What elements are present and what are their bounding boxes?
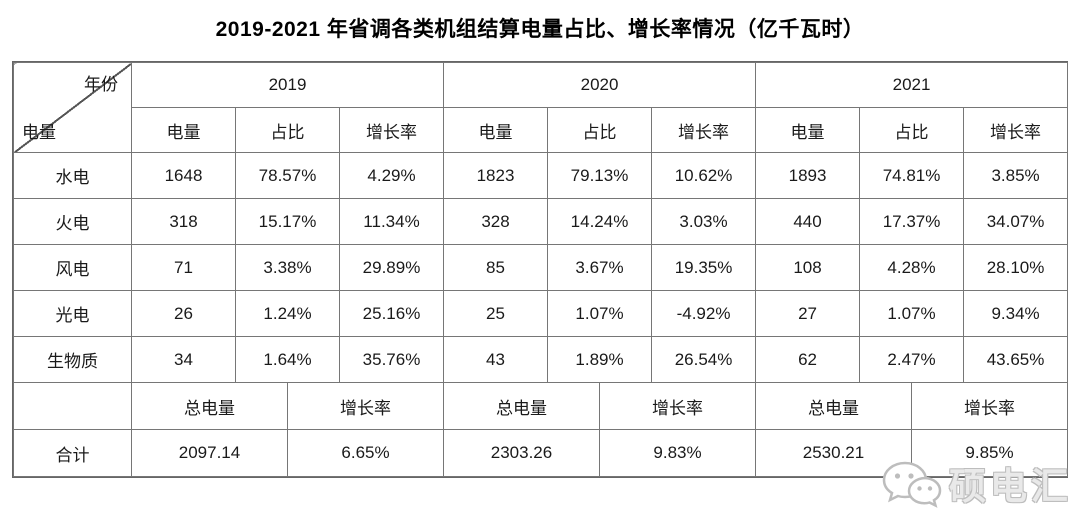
- cell: 4.28%: [859, 244, 965, 291]
- sub-header-row: 电量 占比 增长率 电量 占比 增长率 电量 占比 增长率: [14, 107, 1069, 153]
- col-header: 占比: [547, 107, 653, 153]
- col-header: 电量: [755, 107, 861, 153]
- col-header: 占比: [235, 107, 340, 153]
- cell: 108: [755, 244, 861, 291]
- cell: 25: [443, 290, 549, 337]
- cell: 74.81%: [859, 152, 965, 199]
- table-title: 2019-2021 年省调各类机组结算电量占比、增长率情况（亿千瓦时）: [215, 18, 865, 41]
- table-row-solar: 光电 26 1.24% 25.16% 25 1.07% -4.92% 27 1.…: [13, 290, 1069, 337]
- cell: 43: [443, 336, 549, 383]
- cell: 19.35%: [651, 244, 757, 291]
- cell: 1.89%: [547, 336, 653, 383]
- cell: 9.85%: [911, 429, 1068, 477]
- cell: 9.83%: [599, 429, 756, 477]
- summary-header-row: 总电量 增长率 总电量 增长率 总电量 增长率: [13, 383, 1068, 430]
- col-header-total: 总电量: [755, 383, 912, 430]
- cell: 27: [755, 290, 861, 337]
- cell: 14.24%: [547, 198, 653, 245]
- cell: 1.07%: [547, 290, 653, 337]
- cell: 3.85%: [963, 152, 1069, 199]
- cell: 26.54%: [651, 336, 757, 383]
- cell: 10.62%: [651, 152, 757, 199]
- cell: 35.76%: [338, 336, 445, 383]
- col-header-total: 总电量: [443, 383, 600, 430]
- data-table: 年份 电量 2019 2020 2021 电量 占比 增长率 电量 占比 增长率…: [12, 61, 1069, 478]
- cell: 34.07%: [963, 198, 1069, 245]
- row-label: 水电: [13, 152, 132, 199]
- cell: 3.03%: [651, 198, 757, 245]
- cell: 71: [131, 244, 236, 291]
- cell: 11.34%: [338, 198, 445, 245]
- cell: 2303.26: [443, 429, 600, 477]
- cell: 3.38%: [235, 244, 340, 291]
- summary-table: 总电量 增长率 总电量 增长率 总电量 增长率 合计 2097.14 6.65%…: [13, 383, 1068, 477]
- cell: 25.16%: [338, 290, 445, 337]
- table-row-wind: 风电 71 3.38% 29.89% 85 3.67% 19.35% 108 4…: [13, 244, 1069, 291]
- cell: 440: [755, 198, 861, 245]
- cell: 34: [131, 336, 236, 383]
- empty-cell: [13, 383, 132, 430]
- col-header: 电量: [131, 107, 236, 153]
- cell: 1823: [443, 152, 549, 199]
- col-header: 增长率: [338, 107, 445, 153]
- cell: 9.34%: [963, 290, 1069, 337]
- cell: 1.07%: [859, 290, 965, 337]
- col-header-growth: 增长率: [911, 383, 1068, 430]
- cell: 2097.14: [131, 429, 288, 477]
- table-row-biomass: 生物质 34 1.64% 35.76% 43 1.89% 26.54% 62 2…: [13, 336, 1069, 383]
- col-header: 增长率: [651, 107, 757, 153]
- cell: 28.10%: [963, 244, 1069, 291]
- cell: 1.64%: [235, 336, 340, 383]
- cell: 29.89%: [338, 244, 445, 291]
- cell: 2530.21: [755, 429, 912, 477]
- cell: 1.24%: [235, 290, 340, 337]
- cell: 79.13%: [547, 152, 653, 199]
- cell: 2.47%: [859, 336, 965, 383]
- cell: 1893: [755, 152, 861, 199]
- corner-cell: 年份 电量: [13, 62, 132, 153]
- row-label: 火电: [13, 198, 132, 245]
- corner-label-energy: 电量: [22, 123, 56, 142]
- cell: 318: [131, 198, 236, 245]
- cell: 6.65%: [287, 429, 444, 477]
- cell: 62: [755, 336, 861, 383]
- table-row-total: 合计 2097.14 6.65% 2303.26 9.83% 2530.21 9…: [13, 429, 1068, 477]
- cell: 15.17%: [235, 198, 340, 245]
- col-header: 电量: [443, 107, 549, 153]
- year-header-2019: 2019: [130, 62, 445, 108]
- cell: 4.29%: [338, 152, 445, 199]
- cell: 43.65%: [963, 336, 1069, 383]
- cell: 17.37%: [859, 198, 965, 245]
- table-row-thermal: 火电 318 15.17% 11.34% 328 14.24% 3.03% 44…: [13, 198, 1069, 245]
- col-header: 增长率: [963, 107, 1069, 153]
- row-label: 光电: [13, 290, 132, 337]
- cell: 1648: [131, 152, 236, 199]
- corner-label-year: 年份: [84, 75, 118, 94]
- cell: 78.57%: [235, 152, 340, 199]
- year-header-row: 年份 电量 2019 2020 2021: [13, 62, 1069, 153]
- col-header: 占比: [859, 107, 965, 153]
- cell: 3.67%: [547, 244, 653, 291]
- col-header-total: 总电量: [131, 383, 288, 430]
- table-row-hydro: 水电 1648 78.57% 4.29% 1823 79.13% 10.62% …: [13, 152, 1069, 199]
- cell: 85: [443, 244, 549, 291]
- col-header-growth: 增长率: [599, 383, 756, 430]
- cell: -4.92%: [651, 290, 757, 337]
- row-label: 风电: [13, 244, 132, 291]
- row-label: 合计: [13, 429, 132, 477]
- col-header-growth: 增长率: [287, 383, 444, 430]
- main-table: 年份 电量 2019 2020 2021 电量 占比 增长率 电量 占比 增长率…: [13, 62, 1069, 383]
- year-header-2021: 2021: [755, 62, 1069, 108]
- year-header-2020: 2020: [443, 62, 757, 108]
- cell: 328: [443, 198, 549, 245]
- row-label: 生物质: [13, 336, 132, 383]
- cell: 26: [131, 290, 236, 337]
